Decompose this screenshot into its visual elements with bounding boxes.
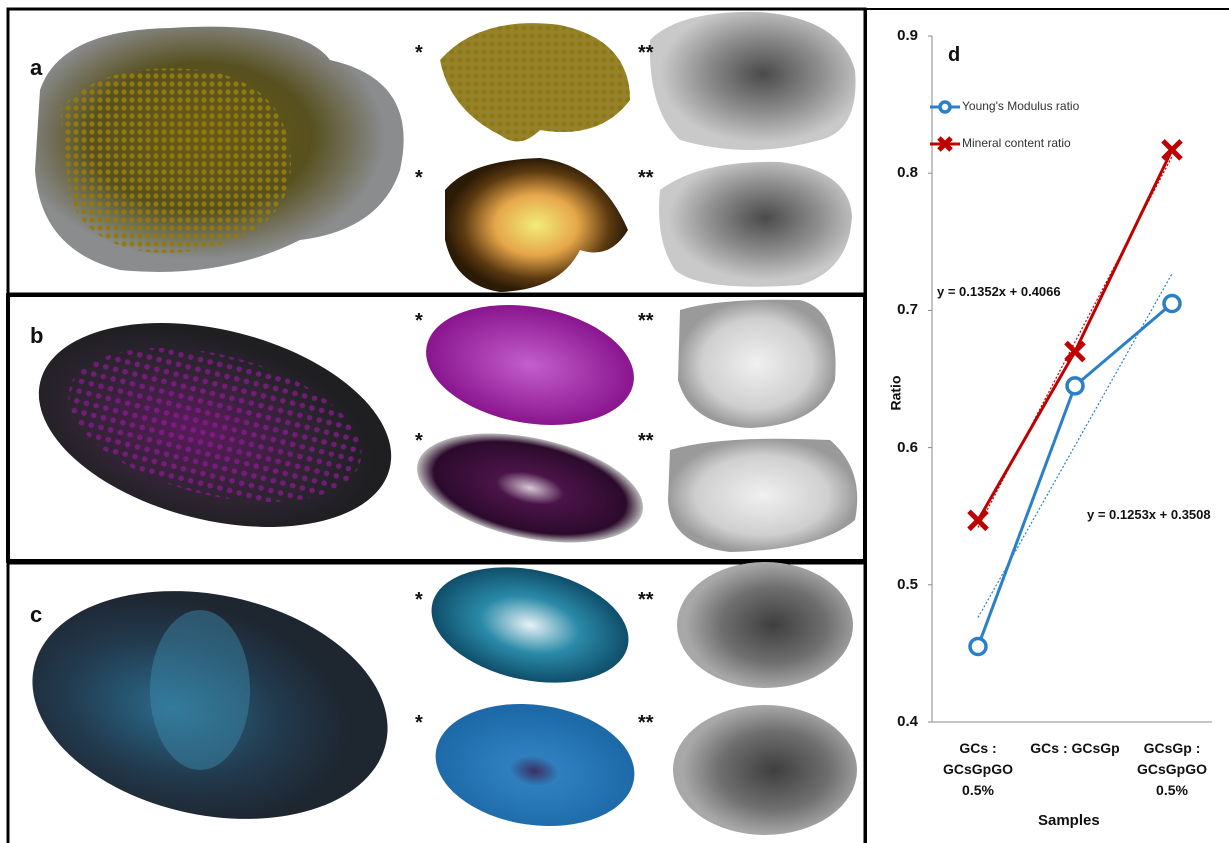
y-tick-label: 0.7 [888, 301, 918, 318]
asterisk-marker: * [415, 712, 423, 735]
x-tick-label: GCs : GCsGp [1020, 738, 1130, 759]
data-point [1067, 378, 1083, 394]
asterisk-marker: ** [638, 589, 654, 612]
y-axis-label: Ratio [888, 376, 904, 411]
series-line [978, 150, 1172, 520]
asterisk-marker: ** [638, 42, 654, 65]
figure: a******b******c******0.40.50.60.70.80.9G… [0, 0, 1229, 843]
asterisk-marker: ** [638, 167, 654, 190]
asterisk-marker: * [415, 167, 423, 190]
trendline-equation: y = 0.1253x + 0.3508 [1087, 507, 1211, 522]
data-point [1163, 141, 1181, 159]
trendline-equation: y = 0.1352x + 0.4066 [937, 284, 1061, 299]
asterisk-marker: ** [638, 430, 654, 453]
legend-marker [940, 102, 950, 112]
panel-label: c [30, 602, 42, 628]
asterisk-marker: * [415, 42, 423, 65]
panel-a-images [35, 12, 856, 292]
asterisk-marker: * [415, 589, 423, 612]
panel-label: d [948, 44, 960, 67]
data-point [1164, 296, 1180, 312]
asterisk-marker: ** [638, 712, 654, 735]
y-tick-label: 0.4 [888, 713, 918, 730]
asterisk-marker: ** [638, 310, 654, 333]
figure-graphics [0, 0, 1229, 843]
y-tick-label: 0.8 [888, 164, 918, 181]
data-point [970, 639, 986, 655]
y-tick-label: 0.5 [888, 576, 918, 593]
x-axis-label: Samples [1038, 812, 1100, 829]
legend-label: Young's Modulus ratio [962, 99, 1082, 114]
x-tick-label: GCs : GCsGpGO 0.5% [923, 738, 1033, 801]
panel-c-images [11, 550, 857, 843]
asterisk-marker: * [415, 310, 423, 333]
panel-b-images [17, 289, 857, 561]
panel-label: a [30, 55, 42, 81]
data-point [1066, 343, 1084, 361]
panel-label: b [30, 323, 43, 349]
y-tick-label: 0.9 [888, 27, 918, 44]
x-tick-label: GCsGp : GCsGpGO 0.5% [1117, 738, 1227, 801]
asterisk-marker: * [415, 430, 423, 453]
legend-label: Mineral content ratio [962, 136, 1082, 151]
y-tick-label: 0.6 [888, 439, 918, 456]
